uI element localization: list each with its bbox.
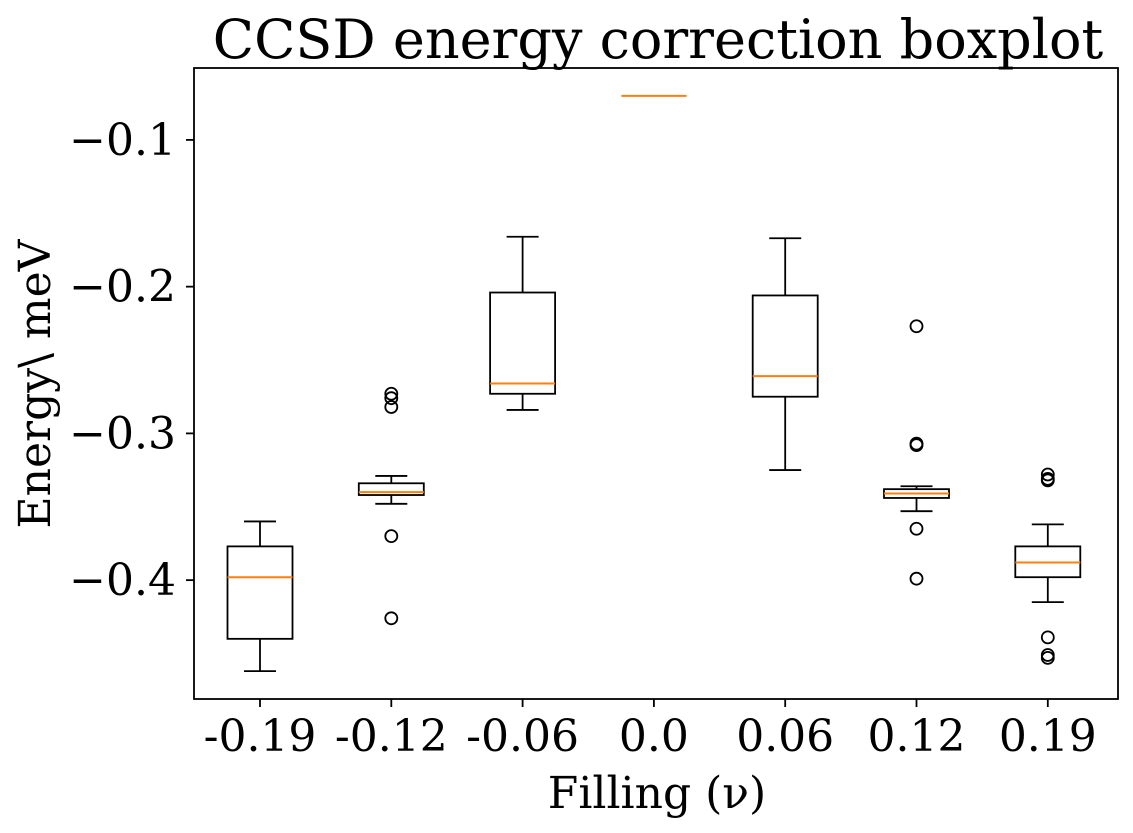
box--0.06 <box>490 237 555 410</box>
box--0.19 <box>228 521 293 671</box>
x-axis: -0.19 -0.12 -0.06 0.0 0.06 0.12 0.19 <box>204 699 1097 762</box>
outlier-point <box>385 612 397 624</box>
boxplot-figure: CCSD energy correction boxplot −0.1−0.2−… <box>0 0 1133 833</box>
outlier-point <box>911 523 923 535</box>
plot-area: −0.1 −0.2 −0.3 −0.4 -0.19 -0.12 -0.06 0.0 0.06 0… <box>69 68 1118 762</box>
y-axis: −0.1 −0.2 −0.3 −0.4 <box>69 115 194 606</box>
box-iqr <box>228 546 293 638</box>
box-iqr <box>359 483 424 495</box>
x-tick-label: 0.06 <box>736 711 834 762</box>
x-tick-label: -0.12 <box>335 711 448 762</box>
box-iqr <box>753 295 818 396</box>
y-tick-label: −0.3 <box>69 408 176 459</box>
box-series <box>228 96 1081 671</box>
y-tick-label: −0.2 <box>69 262 176 313</box>
x-tick-label: -0.06 <box>466 711 579 762</box>
outlier-point <box>385 401 397 413</box>
outlier-point <box>1042 631 1054 643</box>
chart-title: CCSD energy correction boxplot <box>213 8 1104 71</box>
outlier-point <box>911 320 923 332</box>
y-axis-label: Energy\ meV <box>10 238 61 528</box>
x-tick-label: 0.12 <box>868 711 966 762</box>
box-0.19 <box>1015 468 1080 663</box>
y-tick-label: −0.4 <box>69 555 176 606</box>
box-0.12 <box>884 320 949 584</box>
x-tick-label: 0.0 <box>619 711 689 762</box>
outlier-point <box>911 573 923 585</box>
box-iqr <box>490 293 555 394</box>
box--0.12 <box>359 388 424 625</box>
y-tick-label: −0.1 <box>69 115 176 166</box>
x-tick-label: 0.19 <box>999 711 1097 762</box>
box-0.06 <box>753 238 818 470</box>
outlier-point <box>385 530 397 542</box>
x-axis-label: Filling (ν) <box>548 768 766 819</box>
axes-frame <box>194 68 1118 699</box>
x-tick-label: -0.19 <box>204 711 317 762</box>
